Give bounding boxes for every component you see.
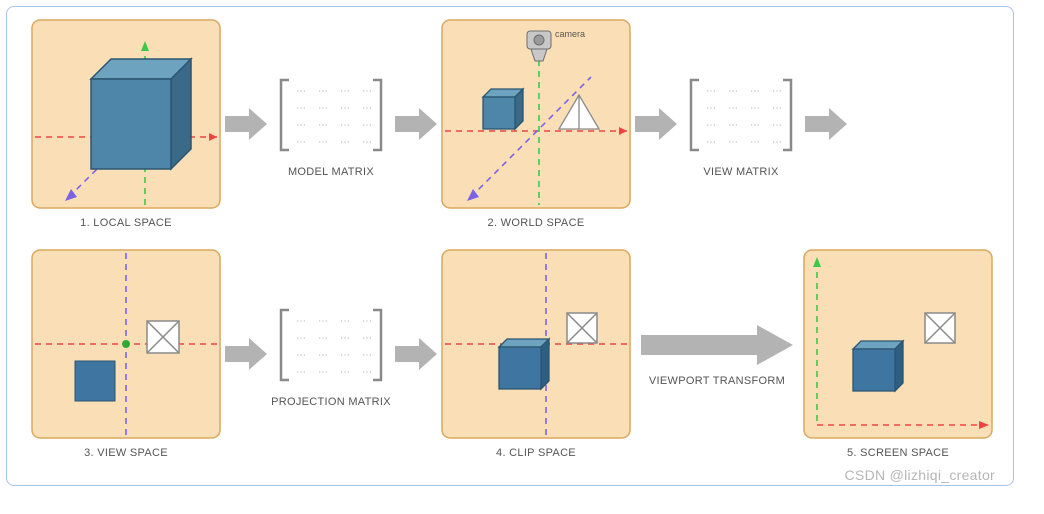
svg-text:⋯: ⋯ [362, 137, 372, 148]
svg-text:⋯: ⋯ [296, 333, 306, 344]
svg-text:⋯: ⋯ [296, 120, 306, 131]
svg-text:⋯: ⋯ [340, 316, 350, 327]
clip-space-label: 4. CLIP SPACE [496, 447, 576, 459]
svg-text:⋯: ⋯ [772, 137, 782, 148]
svg-text:⋯: ⋯ [296, 103, 306, 114]
box-x-icon [147, 321, 179, 353]
svg-text:⋯: ⋯ [318, 86, 328, 97]
model-matrix-label: MODEL MATRIX [288, 166, 374, 178]
svg-text:⋯: ⋯ [772, 103, 782, 114]
row-2: 3. VIEW SPACE ⋯ ⋯ ⋯ ⋯ ⋯ ⋯ ⋯ ⋯ ⋯ ⋯ ⋯ ⋯ ⋯ ⋯ ⋯ ⋯ PROJEC… [31, 249, 999, 459]
svg-text:⋯: ⋯ [362, 350, 372, 361]
svg-text:⋯: ⋯ [750, 86, 760, 97]
svg-text:⋯: ⋯ [750, 137, 760, 148]
stage-model-matrix: ⋯ ⋯ ⋯ ⋯ ⋯ ⋯ ⋯ ⋯ ⋯ ⋯ ⋯ ⋯ ⋯ ⋯ ⋯ ⋯ MODEL MATRIX [271, 70, 391, 178]
view-space-svg [31, 249, 221, 439]
arrow-icon [221, 104, 271, 144]
camera-label: camera [555, 29, 585, 39]
svg-text:⋯: ⋯ [706, 103, 716, 114]
svg-text:⋯: ⋯ [340, 120, 350, 131]
world-space-svg: camera [441, 19, 631, 209]
arrow-icon [631, 104, 681, 144]
svg-text:⋯: ⋯ [340, 367, 350, 378]
svg-text:⋯: ⋯ [340, 103, 350, 114]
local-space-svg [31, 19, 221, 209]
matrix-icon: ⋯ ⋯ ⋯ ⋯ ⋯ ⋯ ⋯ ⋯ ⋯ ⋯ ⋯ ⋯ ⋯ ⋯ ⋯ ⋯ [271, 70, 391, 160]
row-1: 1. LOCAL SPACE ⋯ ⋯ ⋯ ⋯ ⋯ ⋯ ⋯ ⋯ ⋯ ⋯ ⋯ ⋯ ⋯ ⋯ ⋯ ⋯ MODEL… [31, 19, 999, 229]
matrix-icon: ⋯ ⋯ ⋯ ⋯ ⋯ ⋯ ⋯ ⋯ ⋯ ⋯ ⋯ ⋯ ⋯ ⋯ ⋯ ⋯ [681, 70, 801, 160]
svg-text:⋯: ⋯ [340, 350, 350, 361]
svg-text:⋯: ⋯ [362, 367, 372, 378]
stage-projection-matrix: ⋯ ⋯ ⋯ ⋯ ⋯ ⋯ ⋯ ⋯ ⋯ ⋯ ⋯ ⋯ ⋯ ⋯ ⋯ ⋯ PROJECTION MATRIX [271, 300, 391, 408]
svg-text:⋯: ⋯ [296, 350, 306, 361]
cube-icon [91, 59, 191, 169]
svg-text:⋯: ⋯ [296, 86, 306, 97]
stage-local-space: 1. LOCAL SPACE [31, 19, 221, 229]
svg-text:⋯: ⋯ [318, 350, 328, 361]
svg-text:⋯: ⋯ [362, 86, 372, 97]
svg-text:⋯: ⋯ [750, 103, 760, 114]
svg-text:⋯: ⋯ [772, 120, 782, 131]
svg-text:⋯: ⋯ [318, 333, 328, 344]
view-space-label: 3. VIEW SPACE [84, 447, 168, 459]
screen-space-svg [803, 249, 993, 439]
stage-clip-space: 4. CLIP SPACE [441, 249, 631, 459]
svg-text:⋯: ⋯ [706, 120, 716, 131]
watermark-text: CSDN @lizhiqi_creator [845, 467, 995, 483]
svg-text:⋯: ⋯ [728, 86, 738, 97]
view-matrix-label: VIEW MATRIX [703, 166, 778, 178]
svg-text:⋯: ⋯ [340, 333, 350, 344]
stage-screen-space: 5. SCREEN SPACE [803, 249, 993, 459]
svg-text:⋯: ⋯ [296, 137, 306, 148]
svg-text:⋯: ⋯ [318, 120, 328, 131]
arrow-icon [221, 334, 271, 374]
projection-matrix-label: PROJECTION MATRIX [271, 396, 391, 408]
svg-text:⋯: ⋯ [362, 103, 372, 114]
clip-space-svg [441, 249, 631, 439]
svg-text:⋯: ⋯ [340, 86, 350, 97]
arrow-wide-icon [637, 321, 797, 369]
svg-text:⋯: ⋯ [296, 316, 306, 327]
diagram-frame: 1. LOCAL SPACE ⋯ ⋯ ⋯ ⋯ ⋯ ⋯ ⋯ ⋯ ⋯ ⋯ ⋯ ⋯ ⋯ ⋯ ⋯ ⋯ MODEL… [6, 6, 1014, 486]
svg-text:⋯: ⋯ [362, 333, 372, 344]
svg-text:⋯: ⋯ [728, 120, 738, 131]
box-x-icon [567, 313, 597, 343]
svg-text:⋯: ⋯ [318, 137, 328, 148]
svg-text:⋯: ⋯ [728, 137, 738, 148]
arrow-icon [801, 104, 851, 144]
svg-text:⋯: ⋯ [318, 367, 328, 378]
box-x-icon [925, 313, 955, 343]
stage-view-space: 3. VIEW SPACE [31, 249, 221, 459]
matrix-icon: ⋯ ⋯ ⋯ ⋯ ⋯ ⋯ ⋯ ⋯ ⋯ ⋯ ⋯ ⋯ ⋯ ⋯ ⋯ ⋯ [271, 300, 391, 390]
svg-text:⋯: ⋯ [362, 316, 372, 327]
stage-view-matrix: ⋯ ⋯ ⋯ ⋯ ⋯ ⋯ ⋯ ⋯ ⋯ ⋯ ⋯ ⋯ ⋯ ⋯ ⋯ ⋯ VIEW MATRIX [681, 70, 801, 178]
stage-world-space: camera 2. WORLD SPACE [441, 19, 631, 229]
svg-text:⋯: ⋯ [706, 86, 716, 97]
svg-text:⋯: ⋯ [340, 137, 350, 148]
arrow-icon [391, 104, 441, 144]
svg-text:⋯: ⋯ [362, 120, 372, 131]
svg-text:⋯: ⋯ [706, 137, 716, 148]
viewport-transform-label: VIEWPORT TRANSFORM [649, 375, 785, 387]
svg-text:⋯: ⋯ [318, 103, 328, 114]
screen-space-label: 5. SCREEN SPACE [847, 447, 949, 459]
flat-cube-icon [75, 361, 115, 401]
origin-dot-icon [122, 340, 130, 348]
svg-text:⋯: ⋯ [772, 86, 782, 97]
arrow-icon [391, 334, 441, 374]
svg-text:⋯: ⋯ [318, 316, 328, 327]
cube-front-icon [853, 341, 903, 391]
local-space-label: 1. LOCAL SPACE [80, 217, 172, 229]
svg-text:⋯: ⋯ [750, 120, 760, 131]
stage-viewport-transform: VIEWPORT TRANSFORM [637, 321, 797, 387]
world-space-label: 2. WORLD SPACE [488, 217, 585, 229]
cube-front-icon [499, 339, 549, 389]
svg-text:⋯: ⋯ [728, 103, 738, 114]
svg-text:⋯: ⋯ [296, 367, 306, 378]
cube-icon [483, 89, 523, 129]
